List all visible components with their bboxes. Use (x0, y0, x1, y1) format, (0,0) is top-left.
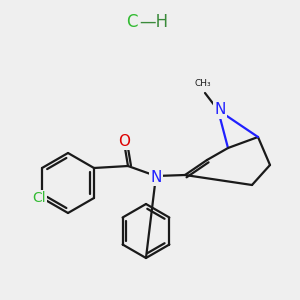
Text: Cl: Cl (32, 191, 46, 205)
Text: —H: —H (140, 13, 169, 31)
Text: CH₃: CH₃ (195, 79, 211, 88)
Text: N: N (150, 169, 162, 184)
Text: N: N (214, 103, 226, 118)
Text: Cl: Cl (126, 13, 142, 31)
Text: O: O (118, 134, 130, 148)
